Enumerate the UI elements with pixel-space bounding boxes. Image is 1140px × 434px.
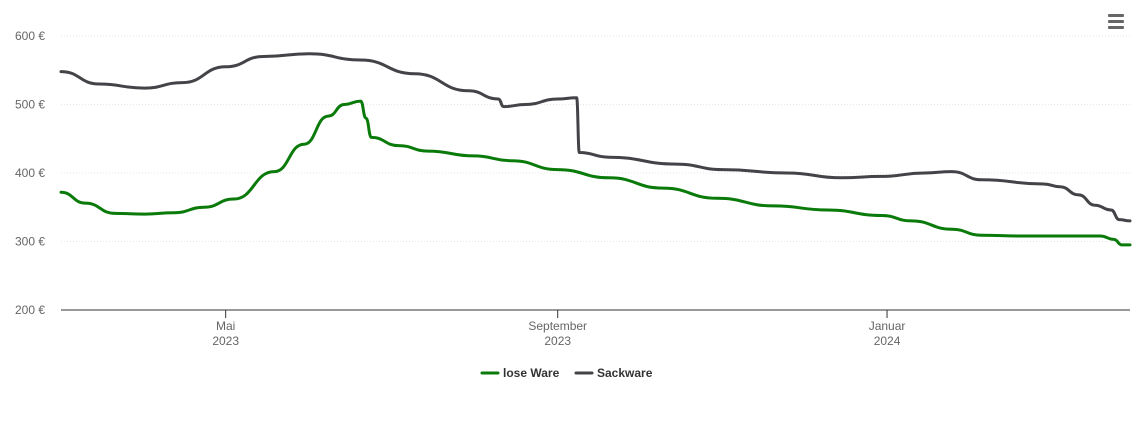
- y-tick-label: 600 €: [15, 29, 45, 43]
- x-tick-year-label: 2024: [874, 334, 901, 348]
- x-tick-label: September: [528, 319, 587, 333]
- x-tick-label: Januar: [869, 319, 906, 333]
- y-axis-labels: 200 € 300 € 400 € 500 € 600 €: [15, 29, 45, 317]
- series-line-0: [59, 99, 1132, 247]
- legend-item[interactable]: Sackware: [574, 366, 653, 380]
- hamburger-menu-icon[interactable]: [1104, 10, 1130, 34]
- x-tick-year-label: 2023: [544, 334, 571, 348]
- y-tick-label: 200 €: [15, 303, 45, 317]
- series-lines: [59, 52, 1132, 247]
- series-line-1: [59, 52, 1132, 223]
- legend[interactable]: lose Ware Sackware: [480, 366, 653, 380]
- x-tick-label: Mai: [216, 319, 235, 333]
- y-tick-label: 300 €: [15, 235, 45, 249]
- y-tick-label: 400 €: [15, 166, 45, 180]
- grid-lines: [61, 35, 1130, 242]
- legend-label: Sackware: [597, 366, 653, 380]
- legend-item[interactable]: lose Ware: [480, 366, 560, 380]
- legend-label: lose Ware: [503, 366, 560, 380]
- y-tick-label: 500 €: [15, 98, 45, 112]
- x-tick-year-label: 2023: [212, 334, 239, 348]
